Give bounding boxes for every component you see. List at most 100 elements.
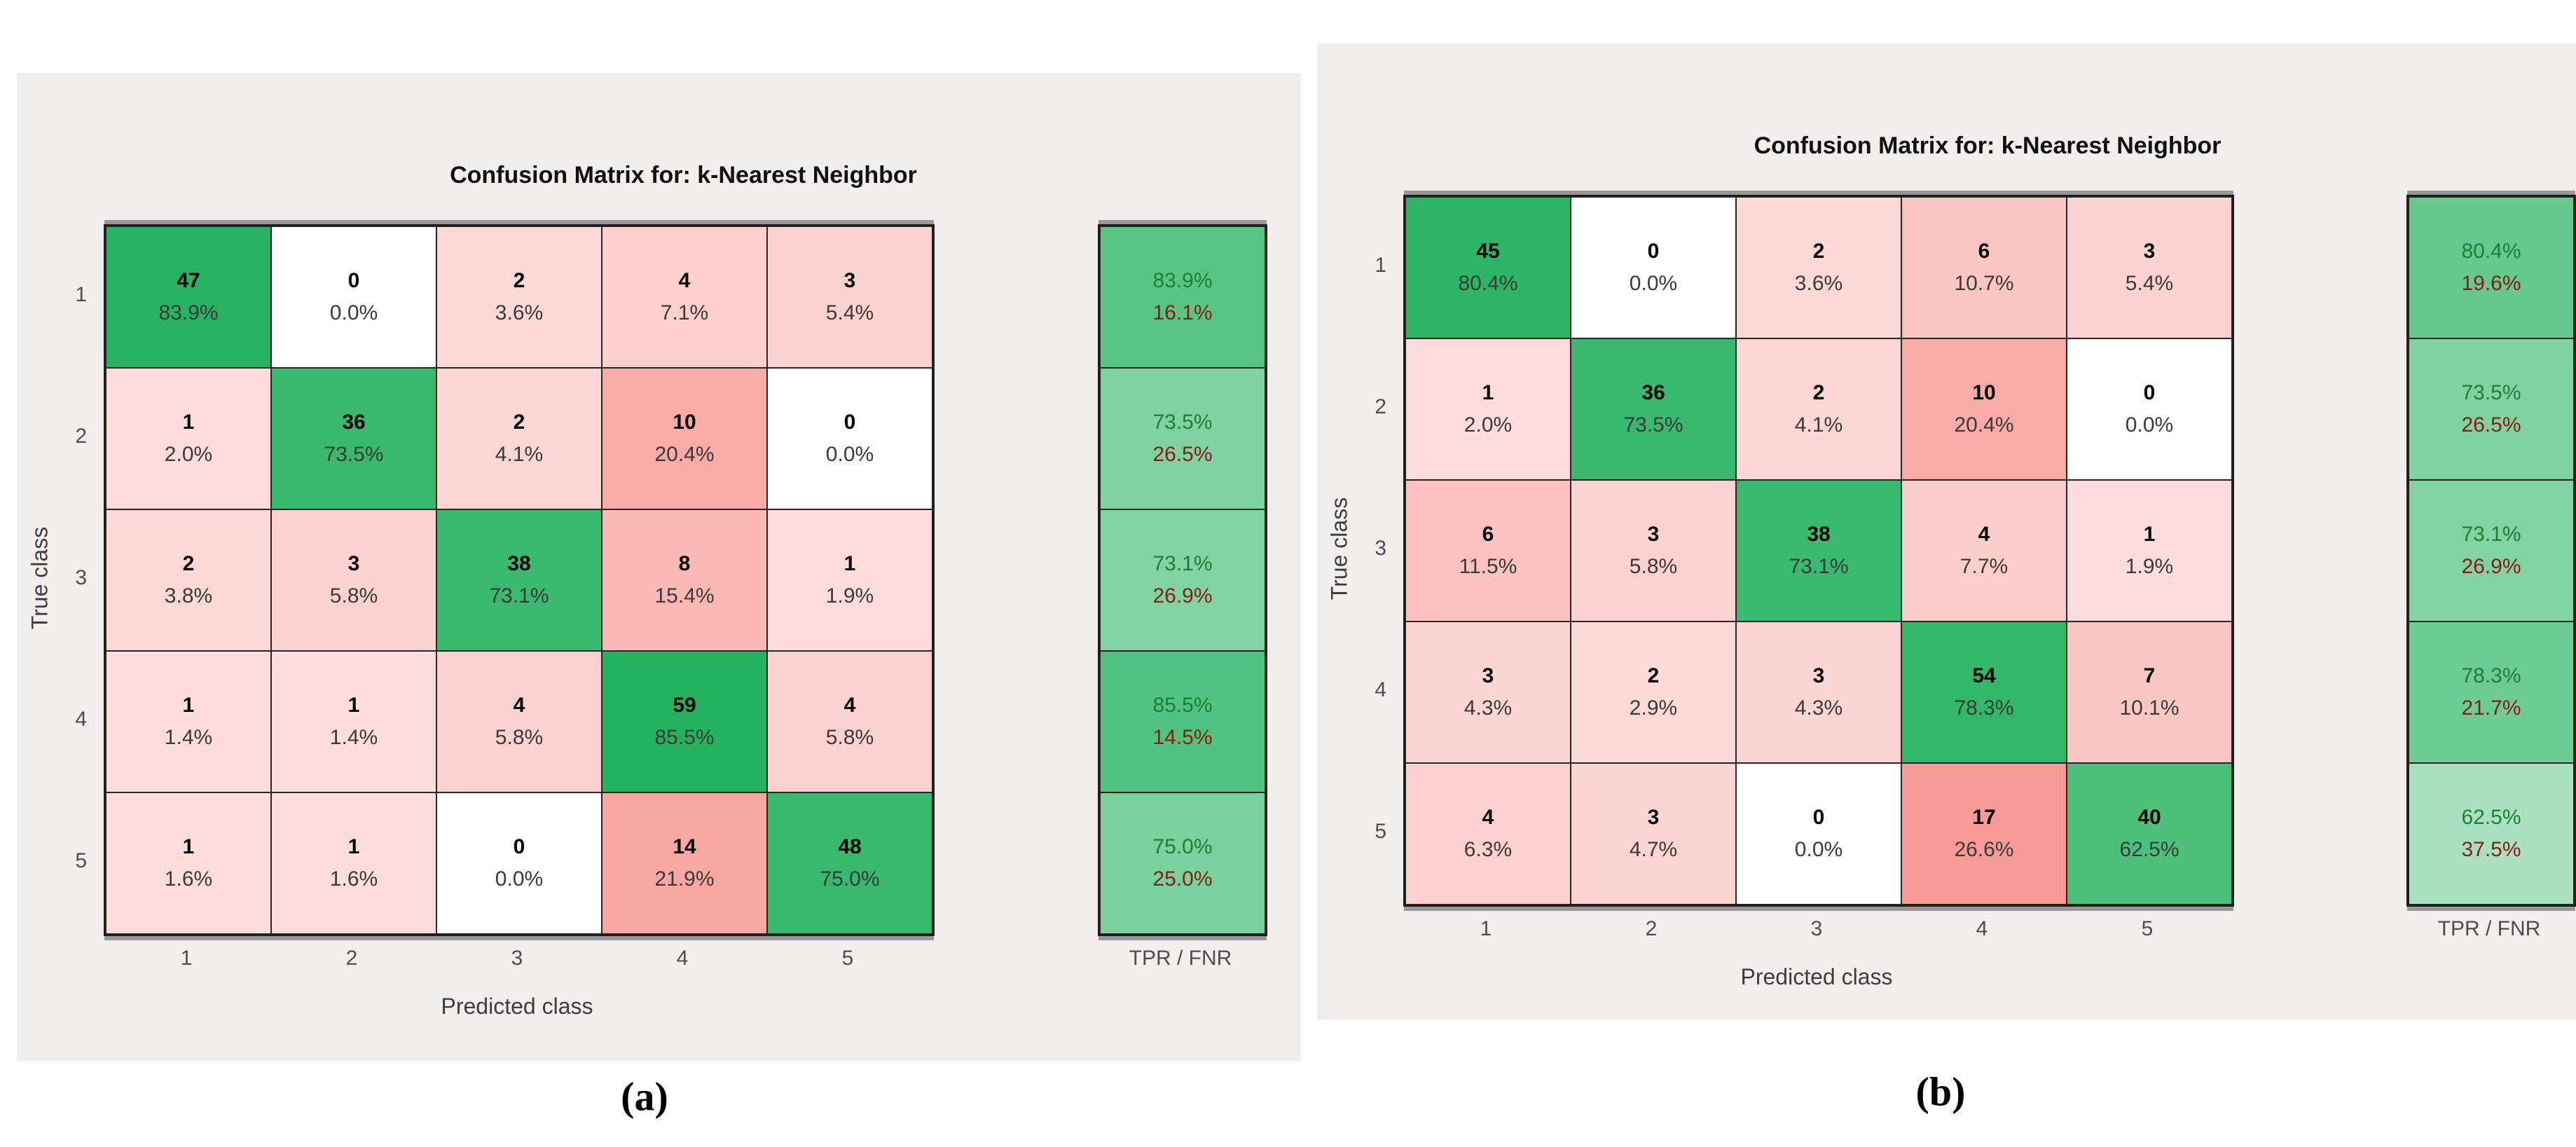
- cell-count: 0: [347, 269, 360, 292]
- cell-percent: 21.9%: [654, 867, 715, 891]
- confusion-matrix: 47 83.9% 0 0.0% 2 3.6% 4 7.1% 3 5.4% 1 2.0% 36 73.5% 2…: [104, 224, 935, 936]
- x-tick-label: 5: [2141, 917, 2154, 940]
- cell-count: 0: [843, 411, 856, 434]
- cell-count: 36: [1641, 381, 1665, 404]
- cell-percent: 4.3%: [1463, 696, 1513, 720]
- x-tick-label: 4: [1976, 917, 1988, 940]
- cell-percent: 62.5%: [2119, 838, 2179, 861]
- tpr-value: 83.9%: [1152, 269, 1213, 292]
- matrix-cell-r5-c2: 3 4.7%: [1571, 763, 1736, 905]
- cell-count: 8: [678, 552, 691, 575]
- cell-percent: 4.7%: [1629, 838, 1678, 861]
- fnr-value: 26.5%: [2461, 413, 2521, 437]
- cell-percent: 7.1%: [660, 301, 709, 324]
- cell-count: 38: [507, 552, 531, 575]
- matrix-cell-r1-c3: 2 3.6%: [436, 226, 602, 368]
- cell-count: 4: [843, 694, 856, 717]
- cell-percent: 1.9%: [2125, 555, 2174, 578]
- matrix-cell-r4-c4: 59 85.5%: [602, 651, 767, 792]
- tpr-fnr-cell-r3: 73.1% 26.9%: [1100, 509, 1265, 651]
- y-tick-label: 2: [1375, 395, 1386, 418]
- x-tick-label: 1: [180, 947, 193, 970]
- cell-percent: 3.8%: [164, 584, 213, 607]
- cell-count: 2: [1812, 381, 1825, 404]
- tpr-value: 80.4%: [2461, 240, 2521, 263]
- cell-count: 1: [182, 835, 195, 858]
- cell-count: 1: [347, 835, 360, 858]
- matrix-cell-r4-c3: 4 5.8%: [436, 651, 602, 792]
- tpr-fnr-cell-r1: 80.4% 19.6%: [2409, 197, 2574, 338]
- tpr-fnr-label: TPR / FNR: [2437, 917, 2541, 940]
- matrix-cell-r1-c4: 6 10.7%: [1901, 197, 2067, 338]
- matrix-cell-r2-c1: 1 2.0%: [106, 368, 271, 509]
- y-tick-label: 3: [75, 566, 87, 589]
- cell-percent: 1.6%: [329, 867, 378, 891]
- y-tick-label: 5: [1375, 820, 1386, 843]
- matrix-cell-r4-c5: 4 5.8%: [767, 651, 932, 792]
- matrix-cell-r2-c3: 2 4.1%: [1736, 338, 1901, 480]
- cell-count: 2: [182, 552, 195, 575]
- cell-percent: 0.0%: [1794, 838, 1843, 861]
- matrix-cell-r2-c2: 36 73.5%: [271, 368, 436, 509]
- cell-percent: 73.5%: [324, 443, 384, 466]
- tpr-fnr-cell-r4: 78.3% 21.7%: [2409, 621, 2574, 763]
- matrix-cell-r3-c5: 1 1.9%: [2067, 480, 2232, 621]
- cell-percent: 83.9%: [158, 301, 219, 324]
- cell-count: 7: [2143, 664, 2156, 687]
- cell-percent: 1.4%: [329, 726, 378, 749]
- cell-count: 4: [1978, 523, 1990, 546]
- matrix-cell-r2-c2: 36 73.5%: [1571, 338, 1736, 480]
- matrix-cell-r1-c2: 0 0.0%: [271, 226, 436, 368]
- cell-count: 54: [1972, 664, 1996, 687]
- cell-percent: 73.1%: [1789, 555, 1849, 578]
- cell-count: 3: [1482, 664, 1494, 687]
- cell-count: 1: [843, 552, 856, 575]
- cell-percent: 5.4%: [825, 301, 874, 324]
- matrix-cell-r1-c1: 47 83.9%: [106, 226, 271, 368]
- matrix-cell-r1-c5: 3 5.4%: [2067, 197, 2232, 338]
- matrix-cell-r5-c5: 48 75.0%: [767, 792, 932, 934]
- tpr-value: 62.5%: [2461, 806, 2521, 829]
- x-tick-label: 2: [345, 947, 358, 970]
- tpr-fnr-cell-r3: 73.1% 26.9%: [2409, 480, 2574, 621]
- cell-count: 10: [673, 411, 696, 434]
- cell-percent: 75.0%: [820, 867, 880, 891]
- x-tick-label: 2: [1645, 917, 1658, 940]
- matrix-cell-r5-c3: 0 0.0%: [1736, 763, 1901, 905]
- cell-count: 40: [2137, 806, 2161, 829]
- cell-percent: 1.6%: [164, 867, 213, 891]
- matrix-cell-r2-c4: 10 20.4%: [1901, 338, 2067, 480]
- cell-percent: 2.9%: [1629, 696, 1678, 720]
- tpr-value: 73.1%: [2461, 523, 2521, 546]
- y-axis-ticks: 1 2 3 4 5: [38, 224, 87, 932]
- subfigure-caption-a: (a): [621, 1073, 668, 1120]
- confusion-matrix: 45 80.4% 0 0.0% 2 3.6% 6 10.7% 3 5.4% 1 2.0% 36 73.5%…: [1403, 195, 2234, 907]
- matrix-cell-r4-c4: 54 78.3%: [1901, 621, 2067, 763]
- cell-count: 0: [513, 835, 525, 858]
- cell-percent: 10.7%: [1954, 272, 2014, 295]
- matrix-cell-r4-c1: 1 1.4%: [106, 651, 271, 792]
- matrix-cell-r1-c2: 0 0.0%: [1571, 197, 1736, 338]
- cell-percent: 73.5%: [1623, 413, 1683, 437]
- cell-count: 2: [513, 269, 525, 292]
- cell-percent: 20.4%: [1954, 413, 2014, 437]
- cell-percent: 0.0%: [825, 443, 874, 466]
- cell-percent: 15.4%: [654, 584, 715, 607]
- cell-count: 1: [182, 694, 195, 717]
- tpr-fnr-cell-r1: 83.9% 16.1%: [1100, 226, 1265, 368]
- matrix-cell-r1-c3: 2 3.6%: [1736, 197, 1901, 338]
- cell-count: 1: [1482, 381, 1494, 404]
- fnr-value: 14.5%: [1152, 726, 1213, 749]
- cell-count: 48: [838, 835, 862, 858]
- cell-percent: 85.5%: [654, 726, 715, 749]
- cell-percent: 0.0%: [495, 867, 544, 891]
- y-tick-label: 1: [75, 283, 87, 306]
- confusion-panel-a: Confusion Matrix for: k-Nearest Neighbor…: [17, 73, 1301, 1061]
- tpr-fnr-cell-r5: 75.0% 25.0%: [1100, 792, 1265, 934]
- page-title: Confusion Matrix for: k-Nearest Neighbor: [1754, 132, 2222, 159]
- fnr-value: 21.7%: [2461, 696, 2521, 720]
- y-axis-ticks: 1 2 3 4 5: [1337, 195, 1386, 902]
- matrix-cell-r2-c1: 1 2.0%: [1405, 338, 1571, 480]
- matrix-cell-r5-c3: 0 0.0%: [436, 792, 602, 934]
- x-axis-ticks: 1 2 3 4 5: [104, 942, 930, 975]
